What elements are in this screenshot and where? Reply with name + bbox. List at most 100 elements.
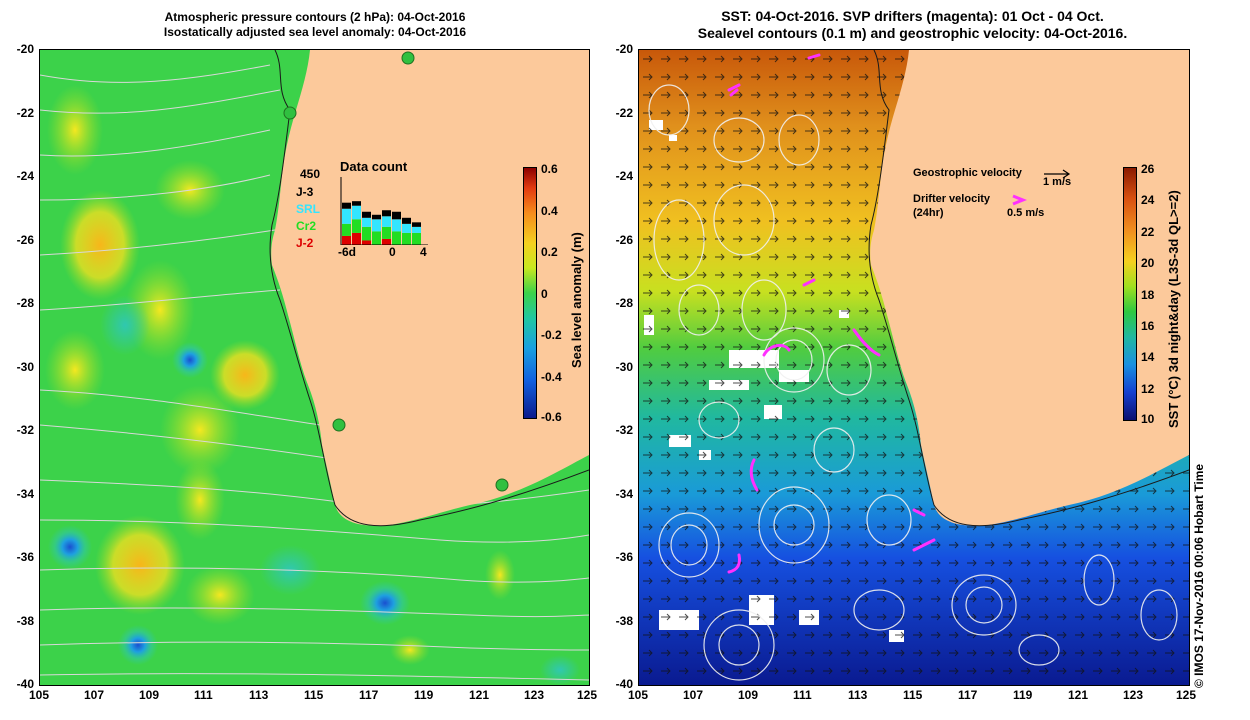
left-cb-tick: 0.6	[541, 162, 558, 176]
left-xtick: 123	[524, 688, 545, 702]
left-xtick: 121	[469, 688, 490, 702]
geostrophic-scale-arrow	[1044, 169, 1071, 179]
left-title-line2: Isostatically adjusted sea level anomaly…	[163, 25, 467, 39]
left-ytick: -22	[16, 106, 34, 120]
series-srl: SRL	[296, 202, 320, 216]
right-xtick: 105	[628, 688, 649, 702]
left-map[interactable]: Data count 450 J-3 SRL Cr2 J-2 -6d 0 4	[39, 49, 590, 686]
right-cb-tick: 18	[1141, 288, 1155, 302]
right-map-svg	[639, 50, 1189, 685]
data-count-bar-j2	[342, 235, 351, 245]
right-ytick: -28	[615, 296, 633, 310]
left-colorbar-label: Sea level anomaly (m)	[569, 232, 584, 368]
left-ytick: -24	[16, 169, 34, 183]
data-count-bar-j3	[412, 222, 421, 227]
left-ytick: -20	[16, 42, 34, 56]
right-cb-tick: 10	[1141, 412, 1155, 426]
left-ytick: -40	[16, 677, 34, 691]
left-xtick: 115	[304, 688, 324, 702]
left-ytick: -34	[16, 487, 34, 501]
data-count-bar-j3	[372, 214, 381, 220]
data-count-bar-j2	[352, 232, 361, 245]
right-land	[870, 50, 1189, 526]
left-xtick: 111	[194, 688, 213, 702]
data-count-bars	[340, 177, 428, 245]
left-ytick: -32	[16, 423, 34, 437]
right-ytick: -38	[615, 614, 633, 628]
right-map[interactable]: Geostrophic velocity 1 m/s Drifter veloc…	[638, 49, 1190, 686]
left-cb-tick: 0.2	[541, 245, 558, 259]
left-xtick: 117	[359, 688, 379, 702]
left-xtick: 125	[577, 688, 598, 702]
data-count-bar-cr2	[362, 226, 371, 241]
right-ytick: -20	[615, 42, 633, 56]
data-count-bar-srl	[372, 219, 381, 232]
right-ytick: -36	[615, 550, 633, 564]
data-count-bar-srl	[392, 219, 401, 232]
data-count-bar-srl	[352, 205, 361, 220]
data-count-bar-j3	[362, 211, 371, 218]
left-ytick: -26	[16, 233, 34, 247]
data-count-inset: Data count 450 J-3 SRL Cr2 J-2 -6d 0 4	[292, 157, 432, 267]
geostrophic-label: Geostrophic velocity	[913, 167, 1022, 179]
data-count-bar-j3	[392, 211, 401, 220]
data-count-bar-cr2	[382, 226, 391, 239]
right-cb-tick: 12	[1141, 382, 1155, 396]
right-xtick: 119	[1013, 688, 1033, 702]
data-count-bar-srl	[412, 226, 421, 233]
right-xtick: 113	[848, 688, 868, 702]
credit-text: © IMOS 17-Nov-2016 00:06 Hobart Time	[1192, 463, 1206, 688]
right-cb-tick: 14	[1141, 350, 1155, 364]
data-count-bar-j2	[382, 238, 391, 245]
right-ytick: -40	[615, 677, 633, 691]
data-count-bar-j2	[362, 240, 371, 245]
right-xtick: 123	[1123, 688, 1144, 702]
data-count-bar-srl	[382, 216, 391, 227]
data-count-bar-j3	[342, 202, 351, 209]
right-cb-tick: 16	[1141, 319, 1155, 333]
right-xtick: 117	[958, 688, 978, 702]
series-j3: J-3	[296, 185, 314, 199]
right-xtick: 121	[1068, 688, 1089, 702]
drifter-scale-icon	[1012, 194, 1027, 206]
left-xtick: 113	[249, 688, 269, 702]
data-count-bar-cr2	[342, 223, 351, 236]
left-cb-tick: -0.4	[541, 370, 562, 384]
right-xtick: 125	[1176, 688, 1197, 702]
data-count-x-end: 4	[420, 245, 427, 259]
data-count-bar-j3	[352, 201, 361, 206]
left-xtick: 119	[414, 688, 434, 702]
left-cb-tick: 0	[541, 287, 548, 301]
right-ytick: -26	[615, 233, 633, 247]
left-cb-tick: -0.2	[541, 328, 562, 342]
left-xtick: 109	[139, 688, 160, 702]
data-count-bar-cr2	[412, 232, 421, 245]
drifter-scale: 0.5 m/s	[1007, 207, 1045, 219]
left-title-line1: Atmospheric pressure contours (2 hPa): 0…	[164, 10, 466, 24]
left-xtick: 107	[84, 688, 105, 702]
data-count-bar-cr2	[352, 219, 361, 233]
data-count-max: 450	[300, 167, 321, 181]
right-cb-tick: 22	[1141, 225, 1155, 239]
right-cb-tick: 26	[1141, 162, 1155, 176]
right-ytick: -22	[615, 106, 633, 120]
data-count-bar-j3	[402, 217, 411, 224]
left-cb-tick: -0.6	[541, 410, 562, 424]
left-map-svg	[40, 50, 589, 685]
data-count-bar-cr2	[392, 231, 401, 245]
right-xtick: 109	[738, 688, 759, 702]
data-count-bar-srl	[402, 223, 411, 233]
data-count-bar-cr2	[402, 232, 411, 245]
data-count-x-zero: 0	[389, 245, 396, 259]
data-count-title: Data count	[340, 159, 408, 174]
right-cb-tick: 24	[1141, 193, 1155, 207]
data-count-axis	[340, 177, 428, 245]
right-title: SST: 04-Oct-2016. SVP drifters (magenta)…	[635, 8, 1190, 42]
data-count-bar-srl	[342, 208, 351, 224]
drifter-sub: (24hr)	[913, 207, 944, 219]
right-xtick: 115	[903, 688, 923, 702]
geostrophic-scale: 1 m/s	[1043, 176, 1072, 188]
left-ytick: -28	[16, 296, 34, 310]
left-colorbar	[523, 167, 537, 419]
right-ytick: -34	[615, 487, 633, 501]
